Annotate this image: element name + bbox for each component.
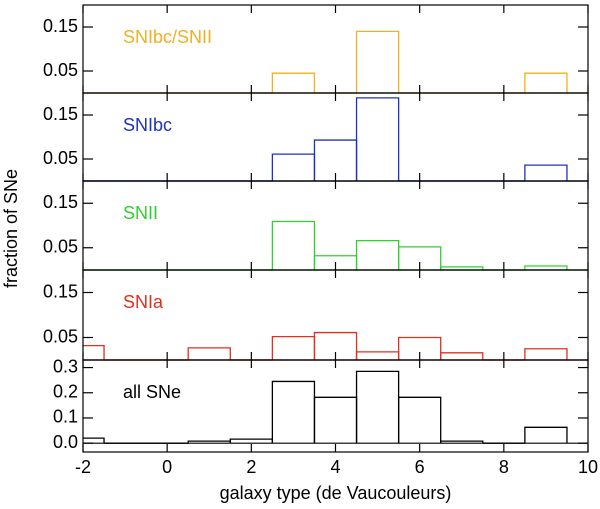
x-tick-label: 10 <box>578 457 598 477</box>
panel <box>83 97 588 182</box>
x-tick-label: 6 <box>415 457 425 477</box>
panel-frame <box>82 359 589 453</box>
histogram-bin <box>229 438 274 444</box>
y-axis-label: fraction of SNe <box>1 169 21 288</box>
y-tick-label: 0.15 <box>43 16 78 36</box>
histogram-bin <box>440 352 484 360</box>
panel-label: SNIbc <box>123 115 172 135</box>
histogram-bin <box>524 72 568 93</box>
histogram-bin <box>524 265 568 270</box>
panel-label: SNII <box>123 203 158 223</box>
histogram-bin <box>524 348 568 360</box>
panel <box>83 331 588 361</box>
panel <box>83 370 588 444</box>
y-tick-label: 0.1 <box>53 407 78 427</box>
y-tick-label: 0.05 <box>43 60 78 80</box>
histogram-bin <box>440 440 484 444</box>
x-tick-label: -2 <box>75 457 91 477</box>
panel-label: SNIbc/SNII <box>123 27 212 47</box>
y-tick-label: 0.15 <box>43 281 78 301</box>
histogram-bin <box>397 336 442 360</box>
histogram-bin <box>397 396 442 444</box>
x-tick-label: 4 <box>330 457 340 477</box>
y-tick-label: 0.05 <box>43 237 78 257</box>
histogram-bin <box>355 370 400 444</box>
histogram-bin <box>355 97 400 181</box>
x-tick-label: 0 <box>162 457 172 477</box>
histogram-bin <box>440 266 484 270</box>
panel-frame <box>82 92 589 182</box>
histogram-bin <box>313 396 358 444</box>
panel-label: all SNe <box>123 382 181 402</box>
panel <box>83 220 588 271</box>
histogram-bin <box>271 380 316 444</box>
histogram-bin <box>355 30 400 93</box>
y-tick-label: 0.15 <box>43 192 78 212</box>
x-tick-label: 8 <box>499 457 509 477</box>
x-axis-label: galaxy type (de Vaucouleurs) <box>220 483 452 503</box>
panel-frame <box>82 4 589 94</box>
histogram-bin <box>271 72 316 93</box>
histogram-bin <box>271 220 316 270</box>
y-tick-label: 0.15 <box>43 104 78 124</box>
x-tick-label: 2 <box>246 457 256 477</box>
histogram-bin <box>397 246 442 270</box>
panel-frame <box>82 269 589 361</box>
histogram-bin <box>271 153 316 181</box>
histogram-bin <box>524 426 568 444</box>
panel-label: SNIa <box>123 292 164 312</box>
y-tick-label: 0.2 <box>53 382 78 402</box>
histogram-bin <box>271 335 316 360</box>
y-tick-label: 0.05 <box>43 148 78 168</box>
panel-frame <box>82 180 589 271</box>
histogram-bin <box>187 347 231 360</box>
histogram-bin <box>524 164 568 181</box>
histogram-bin <box>355 351 400 360</box>
histogram-bin <box>313 331 358 360</box>
histogram-bin <box>355 239 400 270</box>
y-tick-label: 0.3 <box>53 356 78 376</box>
y-tick-label: 0.0 <box>53 432 78 452</box>
y-tick-label: 0.05 <box>43 326 78 346</box>
